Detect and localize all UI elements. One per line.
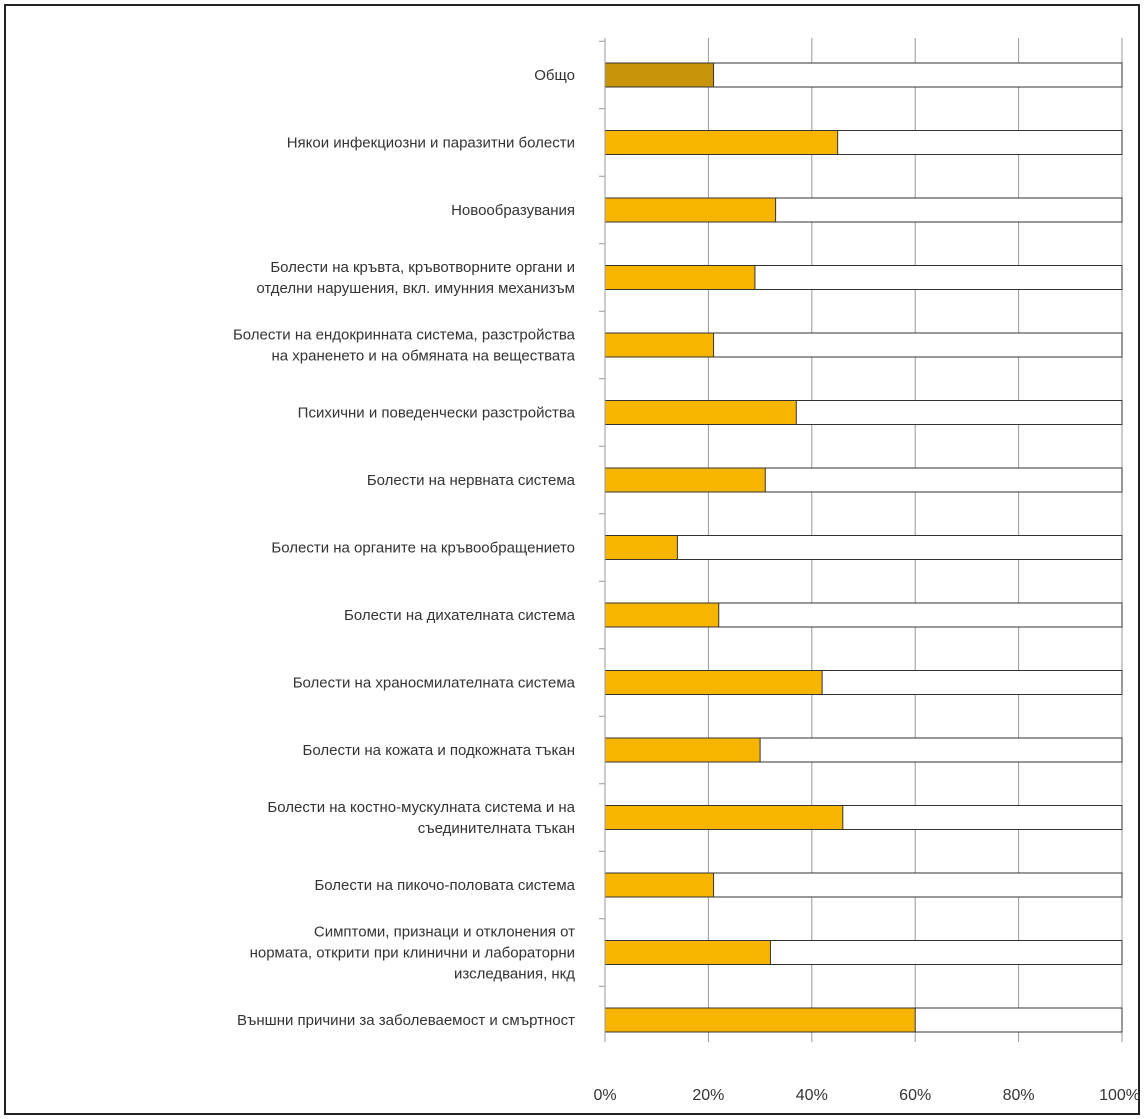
bar <box>604 872 715 898</box>
x-tick-label: 100% <box>1099 1087 1140 1104</box>
bar <box>604 1007 916 1033</box>
bar <box>604 265 756 290</box>
category-label-line: Болести на храносмилателната система <box>293 675 576 692</box>
bar <box>604 130 839 155</box>
category-label-line: Болести на костно-мускулната система и н… <box>267 799 575 816</box>
bar <box>604 940 771 965</box>
x-tick-label: 40% <box>796 1087 828 1104</box>
x-tick-label: 60% <box>899 1087 931 1104</box>
category-label: Болести на ендокринната система, разстро… <box>233 327 576 365</box>
bar <box>604 737 761 763</box>
category-label: Новообразувания <box>451 202 575 219</box>
bar <box>604 467 766 493</box>
category-label-line: Външни причини за заболеваемост и смъртн… <box>237 1012 575 1029</box>
bar <box>604 535 678 560</box>
category-label-line: Болести на нервната система <box>367 472 576 489</box>
category-label-line: Симптоми, признаци и отклонения от <box>314 924 575 941</box>
category-label-line: Общо <box>534 67 575 84</box>
category-label: Болести на храносмилателната система <box>293 675 576 692</box>
category-label: Болести на органите на кръвообращението <box>271 540 575 557</box>
bar-remainder <box>604 535 1123 560</box>
category-label-line: Болести на дихателната система <box>344 607 576 624</box>
category-label: Болести на нервната система <box>367 472 576 489</box>
category-label-line: на храненето и на обмяната на веществата <box>271 348 575 365</box>
category-label: Болести на пикочо-половата система <box>314 877 575 894</box>
category-label: Болести на кожата и подкожната тъкан <box>303 742 575 759</box>
category-label-line: изследвания, нкд <box>454 966 575 983</box>
bar <box>604 805 844 830</box>
category-label-line: Болести на органите на кръвообращението <box>271 540 575 557</box>
category-label-line: Болести на кожата и подкожната тъкан <box>303 742 575 759</box>
category-label: Общо <box>534 67 575 84</box>
category-label: Симптоми, признаци и отклонения от нормат… <box>250 924 576 983</box>
category-label-line: Някои инфекциозни и паразитни болести <box>287 135 575 152</box>
bar <box>604 197 777 223</box>
category-label: Психични и поведенчески разстройства <box>298 405 576 422</box>
bar <box>604 400 797 425</box>
category-label: Болести на костно-мускулната система и н… <box>267 799 575 837</box>
x-tick-label: 20% <box>692 1087 724 1104</box>
category-label-line: нормата, открити при клинични и лаборато… <box>250 945 575 962</box>
bar <box>604 62 715 88</box>
bar <box>604 602 720 628</box>
category-label-line: съединителната тъкан <box>418 820 575 837</box>
bar <box>604 670 823 695</box>
category-label: Болести на дихателната система <box>344 607 576 624</box>
category-label: Външни причини за заболеваемост и смъртн… <box>237 1012 575 1029</box>
x-tick-label: 0% <box>593 1087 616 1104</box>
x-tick-label: 80% <box>1003 1087 1035 1104</box>
category-label-line: Психични и поведенчески разстройства <box>298 405 576 422</box>
category-label-line: Болести на ендокринната система, разстро… <box>233 327 576 344</box>
bar <box>604 332 715 358</box>
category-label-line: Болести на пикочо-половата система <box>314 877 575 894</box>
category-label-line: Новообразувания <box>451 202 575 219</box>
category-label: Някои инфекциозни и паразитни болести <box>287 135 575 152</box>
category-label-line: Болести на кръвта, кръвотворните органи … <box>270 259 575 276</box>
category-label-line: отделни нарушения, вкл. имунния механизъ… <box>256 280 575 297</box>
category-label: Болести на кръвта, кръвотворните органи … <box>256 259 575 297</box>
